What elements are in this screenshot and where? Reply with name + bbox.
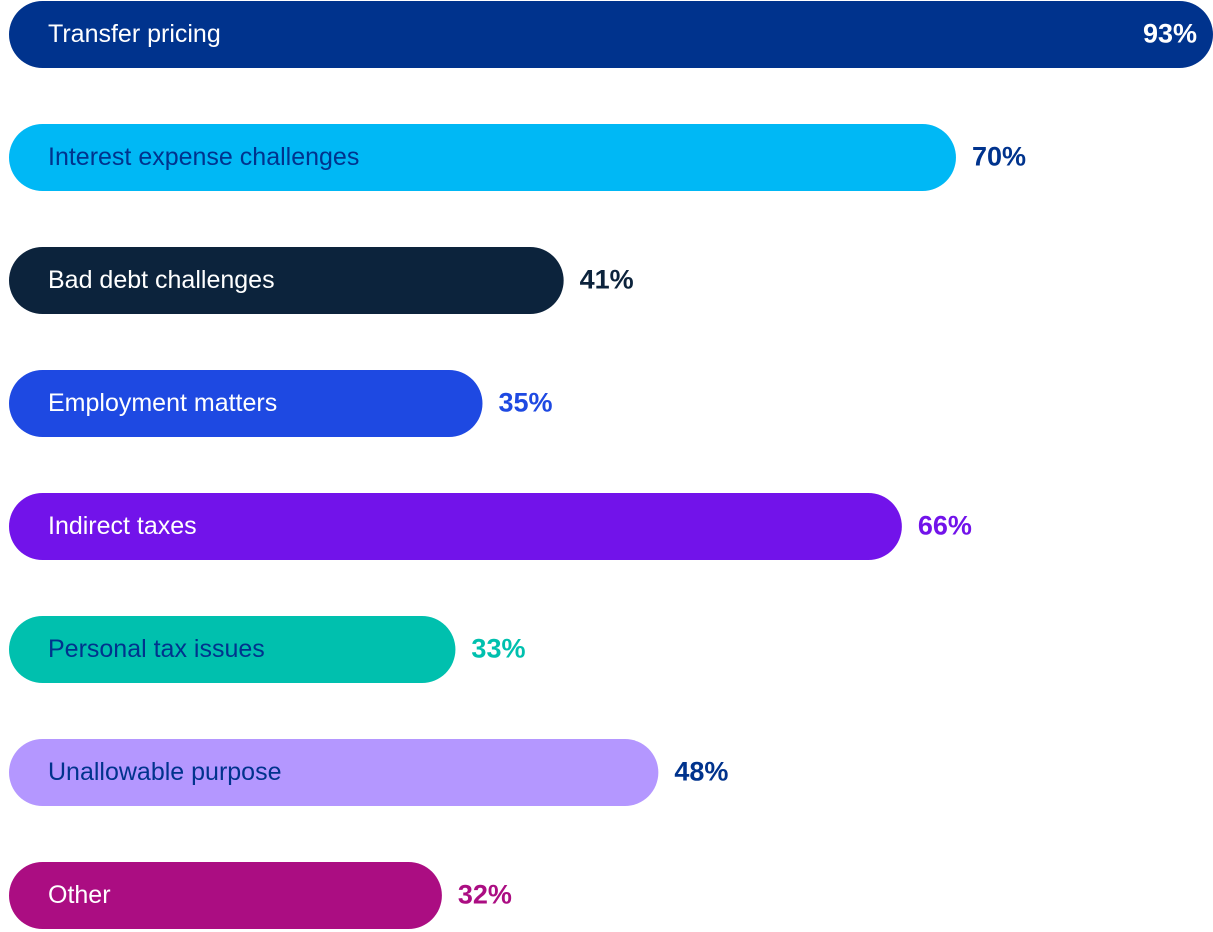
value-label: 70% bbox=[972, 142, 1026, 172]
value-label: 35% bbox=[498, 388, 552, 418]
bar-label: Unallowable purpose bbox=[48, 758, 281, 786]
bar bbox=[9, 370, 483, 437]
bar-label: Employment matters bbox=[48, 389, 277, 417]
value-label: 41% bbox=[580, 265, 634, 295]
bar bbox=[9, 493, 902, 560]
bar bbox=[9, 124, 956, 191]
value-label: 66% bbox=[918, 511, 972, 541]
bar-label: Personal tax issues bbox=[48, 635, 265, 663]
bar-label: Transfer pricing bbox=[48, 20, 221, 48]
value-label: 32% bbox=[458, 880, 512, 910]
bar bbox=[9, 247, 564, 314]
bar bbox=[9, 1, 1213, 68]
bar bbox=[9, 862, 442, 929]
bar-label: Other bbox=[48, 881, 111, 909]
bar bbox=[9, 739, 659, 806]
value-label: 33% bbox=[471, 634, 525, 664]
value-label: 93% bbox=[1143, 19, 1197, 49]
bar-label: Interest expense challenges bbox=[48, 143, 359, 171]
bar-label: Bad debt challenges bbox=[48, 266, 275, 294]
bar bbox=[9, 616, 456, 683]
bar-label: Indirect taxes bbox=[48, 512, 197, 540]
value-label: 48% bbox=[674, 757, 728, 787]
